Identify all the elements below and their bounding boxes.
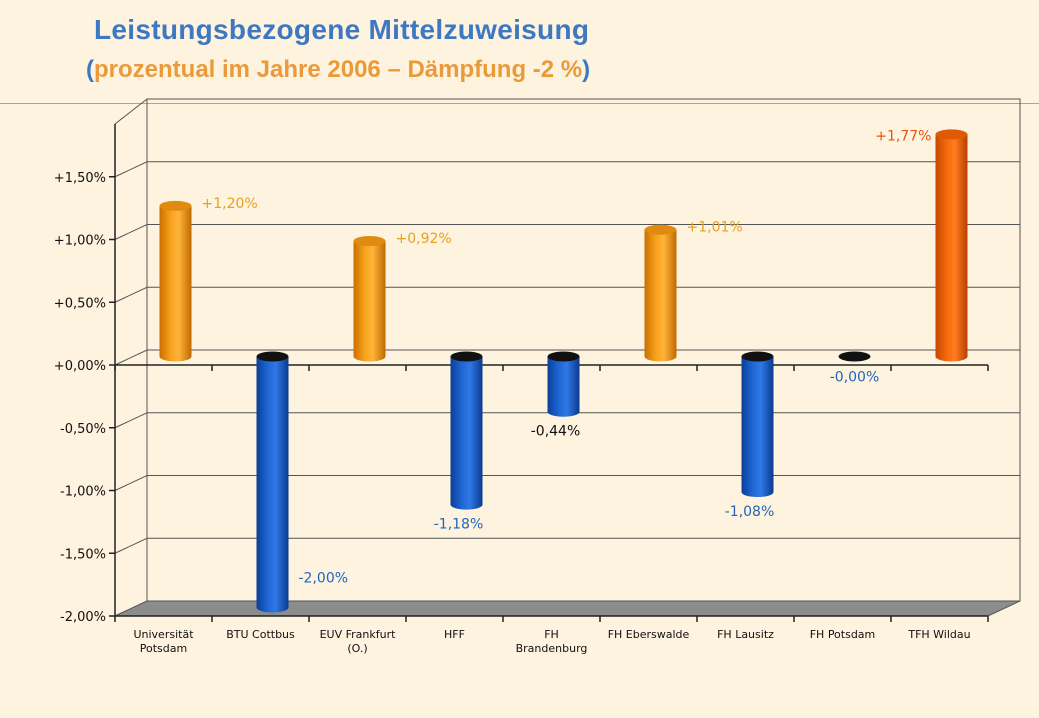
data-label: +1,01% xyxy=(687,220,743,236)
bar-body xyxy=(935,134,968,362)
page-title: Leistungsbezogene Mittelzuweisung xyxy=(94,14,590,45)
bar-body xyxy=(741,356,774,498)
bar xyxy=(353,236,386,362)
bar-cap xyxy=(256,351,289,362)
bar-body xyxy=(450,356,483,510)
bar xyxy=(159,200,192,362)
bar xyxy=(644,224,677,362)
x-category-label: BTU Cottbus xyxy=(226,628,295,641)
subtitle-open-paren: ( xyxy=(86,56,94,83)
data-label: -1,18% xyxy=(434,517,484,533)
subtitle-text: prozentual im Jahre 2006 – Dämpfung -2 % xyxy=(94,56,583,83)
gridline xyxy=(114,412,1020,429)
bar-cap xyxy=(935,129,968,140)
side-wall-edge xyxy=(114,98,148,125)
data-label: -0,44% xyxy=(531,424,581,440)
y-tick-label: -1,00% xyxy=(60,485,106,500)
x-category-label: FH xyxy=(544,628,559,641)
y-tick-label: +0,00% xyxy=(54,359,106,374)
x-category-label: FH Lausitz xyxy=(717,628,774,641)
page-subtitle: (prozentual im Jahre 2006 – Dämpfung -2 … xyxy=(86,56,590,84)
x-category-label: Universität xyxy=(133,628,194,641)
bar xyxy=(547,351,580,417)
bar xyxy=(935,129,968,362)
bar-body xyxy=(256,356,289,613)
y-tick-label: +1,00% xyxy=(54,234,106,249)
gridline xyxy=(114,161,1020,178)
data-label: +1,20% xyxy=(202,196,258,212)
y-tick-label: +0,50% xyxy=(54,296,106,311)
y-tick-label: -0,50% xyxy=(60,422,106,437)
data-label: -0,00% xyxy=(830,370,880,386)
bar-body xyxy=(547,356,580,417)
x-category-label: HFF xyxy=(444,628,465,641)
x-category-label: Potsdam xyxy=(140,642,187,655)
bar-series xyxy=(159,129,968,613)
bar-body xyxy=(644,229,677,362)
data-label: -2,00% xyxy=(299,571,349,587)
gridline xyxy=(114,537,1020,554)
bar xyxy=(450,351,483,510)
x-category-label: Brandenburg xyxy=(516,642,588,655)
gridline xyxy=(114,475,1020,491)
data-label: +0,92% xyxy=(396,231,452,247)
y-tick-label: -2,00% xyxy=(60,610,106,625)
data-label: -1,08% xyxy=(725,504,775,520)
bar-cap xyxy=(353,236,386,247)
bar xyxy=(741,351,774,498)
bar-body xyxy=(159,205,192,362)
bar xyxy=(256,351,289,613)
x-category-label: TFH Wildau xyxy=(907,628,970,641)
data-label: +1,77% xyxy=(875,128,931,144)
x-category-label: (O.) xyxy=(347,642,367,655)
data-labels: +1,20% -2,00% +0,92% -1,18% -0,44% +1,01% -1,0… xyxy=(202,128,932,586)
chart-floor xyxy=(114,600,1021,617)
y-tick-label: -1,50% xyxy=(60,547,106,562)
subtitle-close-paren: ) xyxy=(582,56,591,83)
bar-cap xyxy=(159,200,192,211)
x-category-label: FH Eberswalde xyxy=(608,628,690,641)
gridline xyxy=(114,224,1020,240)
gridline xyxy=(114,286,1020,303)
bar-cap xyxy=(547,351,580,362)
bar-cap xyxy=(741,351,774,362)
bar-body xyxy=(353,241,386,362)
y-tick-label: +1,50% xyxy=(54,171,106,186)
x-category-label: EUV Frankfurt xyxy=(320,628,397,641)
y-axis: -2,00% -1,50% -1,00% -0,50% +0,00% +0,50% +1,0… xyxy=(54,124,116,625)
bar-cap xyxy=(838,351,871,362)
bar xyxy=(838,351,871,362)
title-divider xyxy=(0,103,1039,104)
x-category-label: FH Potsdam xyxy=(810,628,876,641)
gridline xyxy=(114,349,1020,366)
floor-slab xyxy=(114,600,1021,617)
bar-cap xyxy=(644,224,677,235)
bar-cap xyxy=(450,351,483,362)
